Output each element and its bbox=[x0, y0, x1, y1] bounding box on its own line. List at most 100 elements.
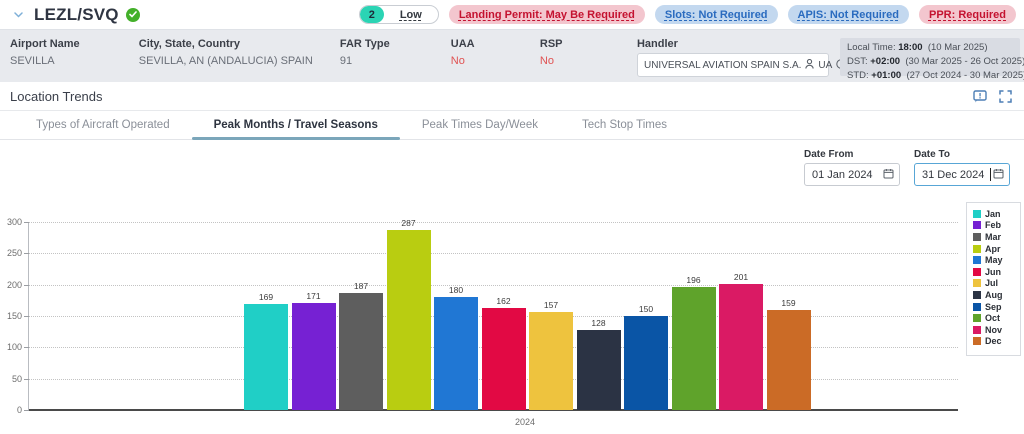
bar-mar[interactable]: 187 bbox=[339, 281, 383, 410]
slots-badge[interactable]: Slots: Not Required bbox=[654, 5, 778, 24]
handler-code: UA bbox=[818, 59, 833, 71]
legend-item-feb[interactable]: Feb bbox=[973, 220, 1015, 232]
bar-value-label: 180 bbox=[448, 285, 464, 296]
bar-oct[interactable]: 196 bbox=[671, 275, 716, 410]
legend-item-aug[interactable]: Aug bbox=[973, 289, 1015, 301]
y-tick-mark bbox=[24, 347, 29, 349]
tab-peak-months[interactable]: Peak Months / Travel Seasons bbox=[191, 111, 401, 140]
bar-feb[interactable]: 171 bbox=[291, 291, 336, 410]
bar-value-label: 162 bbox=[496, 296, 511, 307]
bar-nov[interactable]: 201 bbox=[719, 272, 763, 410]
field-value: No bbox=[539, 55, 554, 67]
bar-jan[interactable]: 169 bbox=[244, 292, 288, 410]
legend-item-nov[interactable]: Nov bbox=[973, 324, 1015, 336]
bar-value-label: 159 bbox=[781, 298, 796, 309]
bar-value-label: 157 bbox=[543, 299, 559, 310]
legend-item-jul[interactable]: Jul bbox=[973, 278, 1015, 290]
uaa-field: UAA No bbox=[451, 38, 540, 76]
legend-item-sep[interactable]: Sep bbox=[973, 301, 1015, 313]
field-value: SEVILLA bbox=[10, 55, 55, 67]
bar-value-label: 171 bbox=[306, 290, 321, 301]
legend-item-mar[interactable]: Mar bbox=[973, 231, 1015, 243]
field-value: SEVILLA, AN (ANDALUCIA) SPAIN bbox=[138, 55, 313, 67]
legend-item-oct[interactable]: Oct bbox=[973, 312, 1015, 324]
bar-value-label: 169 bbox=[258, 292, 274, 303]
section-title: Location Trends bbox=[10, 88, 103, 104]
airport-code-title: LEZL/SVQ bbox=[34, 4, 119, 24]
bar-value-label: 196 bbox=[686, 275, 701, 286]
fullscreen-icon[interactable] bbox=[999, 89, 1012, 103]
y-tick-label: 250 bbox=[6, 248, 22, 259]
text-cursor bbox=[990, 168, 991, 181]
calendar-icon[interactable] bbox=[883, 168, 894, 182]
y-tick-label: 100 bbox=[6, 342, 22, 353]
feedback-comment-icon[interactable] bbox=[973, 89, 987, 103]
bar-value-label: 150 bbox=[638, 304, 654, 314]
tab-peak-times[interactable]: Peak Times Day/Week bbox=[421, 119, 538, 131]
field-value: 91 bbox=[339, 55, 353, 67]
legend-label: Jan bbox=[985, 208, 1001, 219]
calendar-icon[interactable] bbox=[993, 168, 1004, 182]
x-axis-category-label: 2024 bbox=[514, 417, 536, 427]
bar-apr[interactable]: 287 bbox=[386, 218, 431, 410]
date-to-label: Date To bbox=[914, 149, 950, 160]
airport-info-bar: Airport Name SEVILLA City, State, Countr… bbox=[0, 30, 1024, 82]
gridline bbox=[29, 253, 958, 255]
legend-label: Aug bbox=[985, 289, 1003, 300]
legend-item-may[interactable]: May bbox=[973, 254, 1015, 266]
risk-level-label[interactable]: Low bbox=[399, 8, 422, 21]
y-tick-mark bbox=[24, 284, 29, 286]
date-filters: Date From 01 Jan 2024 Date To 31 Dec 202… bbox=[0, 140, 1024, 192]
tab-types-of-aircraft[interactable]: Types of Aircraft Operated bbox=[36, 119, 170, 131]
field-value: No bbox=[450, 55, 465, 67]
handler-name: UNIVERSAL AVIATION SPAIN S.A. bbox=[643, 59, 802, 71]
legend-swatch bbox=[973, 279, 981, 288]
legend-item-dec[interactable]: Dec bbox=[973, 336, 1015, 348]
y-axis: 0 50 100 150 200 250 300 bbox=[0, 217, 22, 415]
date-to-input[interactable]: 31 Dec 2024 bbox=[914, 163, 1010, 186]
legend-swatch bbox=[973, 244, 981, 253]
location-trends-header: Location Trends bbox=[0, 82, 1024, 111]
legend-swatch bbox=[973, 337, 981, 346]
risk-indicator[interactable]: 2 Low bbox=[358, 5, 439, 24]
bar-sep[interactable]: 150 bbox=[624, 304, 668, 410]
bar-may[interactable]: 180 bbox=[434, 285, 478, 410]
airport-name-field: Airport Name SEVILLA bbox=[10, 38, 139, 76]
y-tick-label: 0 bbox=[16, 405, 22, 415]
bar-value-label: 128 bbox=[591, 317, 606, 328]
legend-swatch bbox=[973, 290, 981, 299]
collapse-chevron-icon[interactable] bbox=[10, 6, 27, 23]
legend-item-apr[interactable]: Apr bbox=[973, 243, 1015, 255]
tab-tech-stop-times[interactable]: Tech Stop Times bbox=[581, 119, 667, 131]
plot-area: 169 171 187 287 180 162 157 128 150 196 201 159 bbox=[24, 218, 958, 411]
chart-legend: Jan Feb Mar Apr May Jun Jul Aug Sep Oct Nov Dec bbox=[966, 202, 1021, 357]
legend-swatch bbox=[973, 302, 981, 311]
bar-jul[interactable]: 157 bbox=[529, 300, 573, 410]
legend-label: Oct bbox=[985, 313, 1001, 324]
legend-item-jun[interactable]: Jun bbox=[973, 266, 1015, 278]
apis-badge[interactable]: APIS: Not Required bbox=[787, 5, 909, 24]
bar-aug[interactable]: 128 bbox=[576, 318, 621, 410]
bar-dec[interactable]: 159 bbox=[766, 298, 811, 410]
legend-swatch bbox=[973, 221, 981, 230]
field-label: FAR Type bbox=[339, 38, 390, 50]
legend-label: Dec bbox=[985, 336, 1002, 347]
ppr-badge[interactable]: PPR: Required bbox=[918, 5, 1016, 24]
landing-permit-badge[interactable]: Landing Permit: May Be Required bbox=[448, 5, 645, 24]
std-row: STD: +01:00 (27 Oct 2024 - 30 Mar 2025) bbox=[847, 70, 1024, 81]
bar-jun[interactable]: 162 bbox=[481, 296, 526, 410]
legend-label: Apr bbox=[985, 243, 1001, 254]
date-from-label: Date From bbox=[804, 149, 854, 160]
bar-value-label: 201 bbox=[733, 272, 749, 283]
local-time-box: Local Time: 18:00 (10 Mar 2025) DST: +02… bbox=[840, 38, 1024, 81]
handler-dropdown[interactable]: UNIVERSAL AVIATION SPAIN S.A. UA bbox=[636, 53, 859, 77]
date-from-input[interactable]: 01 Jan 2024 bbox=[804, 163, 900, 186]
handler-label: Handler bbox=[636, 38, 678, 50]
dst-row: DST: +02:00 (30 Mar 2025 - 26 Oct 2025) bbox=[847, 56, 1024, 67]
gridline bbox=[29, 284, 958, 286]
legend-swatch bbox=[973, 314, 981, 323]
legend-label: Feb bbox=[985, 220, 1002, 231]
handler-field: Handler UNIVERSAL AVIATION SPAIN S.A. UA bbox=[636, 38, 859, 77]
legend-item-jan[interactable]: Jan bbox=[973, 208, 1015, 220]
